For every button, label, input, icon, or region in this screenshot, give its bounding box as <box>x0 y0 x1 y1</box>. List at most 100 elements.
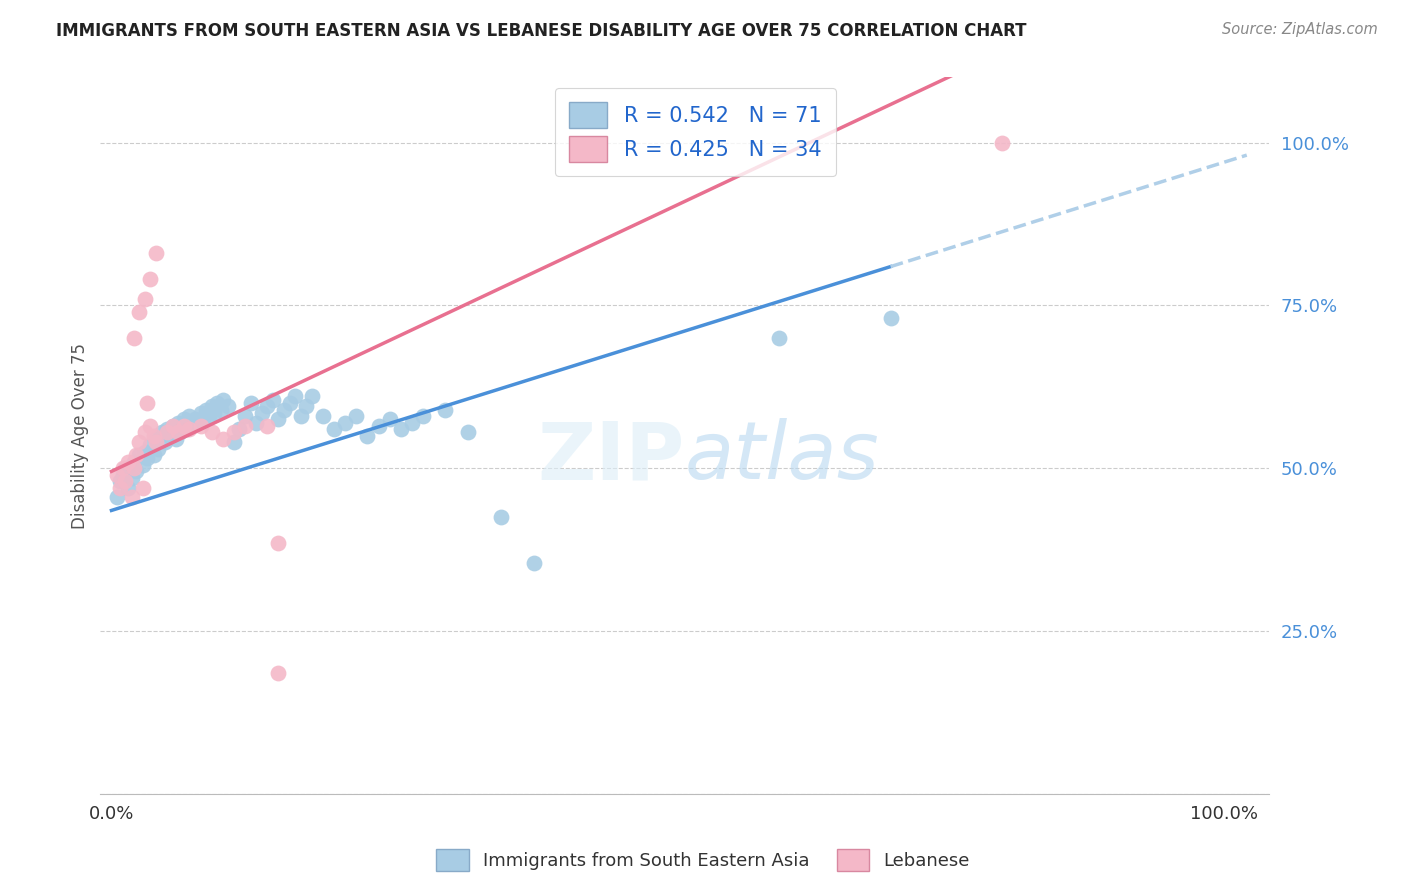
Point <box>114 461 136 475</box>
Point <box>267 666 290 681</box>
Point <box>228 422 250 436</box>
Point <box>114 474 136 488</box>
Point <box>110 481 132 495</box>
Point <box>162 418 184 433</box>
Point <box>142 448 165 462</box>
Point <box>125 464 148 478</box>
Point <box>125 448 148 462</box>
Point <box>187 416 209 430</box>
Point <box>142 428 165 442</box>
Point <box>344 409 367 423</box>
Point <box>131 458 153 472</box>
Point <box>190 406 212 420</box>
Point <box>278 396 301 410</box>
Point <box>991 136 1014 150</box>
Point <box>239 396 262 410</box>
Point <box>117 454 139 468</box>
Point <box>323 422 346 436</box>
Point <box>184 412 207 426</box>
Point <box>139 438 162 452</box>
Text: IMMIGRANTS FROM SOUTH EASTERN ASIA VS LEBANESE DISABILITY AGE OVER 75 CORRELATIO: IMMIGRANTS FROM SOUTH EASTERN ASIA VS LE… <box>56 22 1026 40</box>
Point <box>179 409 201 423</box>
Point <box>176 422 198 436</box>
Point <box>162 418 184 433</box>
Point <box>256 418 278 433</box>
Point <box>111 467 134 482</box>
Point <box>136 451 159 466</box>
Point <box>122 331 145 345</box>
Point <box>190 418 212 433</box>
Point <box>173 412 195 426</box>
Point <box>335 416 357 430</box>
Point <box>202 406 225 420</box>
Point <box>457 425 479 440</box>
Point <box>139 418 162 433</box>
Point <box>169 425 191 440</box>
Text: Source: ZipAtlas.com: Source: ZipAtlas.com <box>1222 22 1378 37</box>
Point <box>201 399 224 413</box>
Point <box>131 481 153 495</box>
Point <box>217 399 239 413</box>
Point <box>111 461 134 475</box>
Point <box>180 418 202 433</box>
Point <box>191 412 214 426</box>
Text: atlas: atlas <box>685 418 879 496</box>
Point <box>205 396 228 410</box>
Point <box>356 428 378 442</box>
Point <box>434 402 457 417</box>
Point <box>267 412 290 426</box>
Point <box>267 536 290 550</box>
Legend: Immigrants from South Eastern Asia, Lebanese: Immigrants from South Eastern Asia, Leba… <box>429 842 977 879</box>
Point <box>128 305 150 319</box>
Point <box>134 445 156 459</box>
Point <box>245 416 267 430</box>
Point <box>389 422 412 436</box>
Point <box>145 246 167 260</box>
Point <box>401 416 423 430</box>
Point <box>367 418 389 433</box>
Point <box>233 418 256 433</box>
Point <box>150 425 173 440</box>
Point <box>198 409 221 423</box>
Point <box>153 435 176 450</box>
Point <box>165 432 187 446</box>
Point <box>136 396 159 410</box>
Point <box>139 272 162 286</box>
Point <box>879 311 901 326</box>
Legend: R = 0.542   N = 71, R = 0.425   N = 34: R = 0.542 N = 71, R = 0.425 N = 34 <box>555 87 835 177</box>
Point <box>195 402 218 417</box>
Point <box>110 474 132 488</box>
Point <box>148 442 170 456</box>
Point <box>233 409 256 423</box>
Point <box>301 389 323 403</box>
Point <box>117 481 139 495</box>
Point <box>128 448 150 462</box>
Y-axis label: Disability Age Over 75: Disability Age Over 75 <box>72 343 89 529</box>
Point <box>128 435 150 450</box>
Point <box>156 425 179 440</box>
Point <box>209 402 232 417</box>
Point <box>105 467 128 482</box>
Point <box>222 435 245 450</box>
Point <box>156 422 179 436</box>
Point <box>145 435 167 450</box>
Point <box>167 425 190 440</box>
Point <box>179 422 201 436</box>
Point <box>134 425 156 440</box>
Point <box>250 406 273 420</box>
Point <box>222 425 245 440</box>
Point <box>412 409 434 423</box>
Point <box>523 556 546 570</box>
Point <box>290 409 312 423</box>
Point <box>489 510 512 524</box>
Point <box>295 399 318 413</box>
Point <box>145 432 167 446</box>
Point <box>122 461 145 475</box>
Point <box>173 418 195 433</box>
Point <box>121 471 143 485</box>
Point <box>211 432 233 446</box>
Point <box>201 425 224 440</box>
Point <box>211 392 233 407</box>
Point <box>262 392 284 407</box>
Point <box>122 454 145 468</box>
